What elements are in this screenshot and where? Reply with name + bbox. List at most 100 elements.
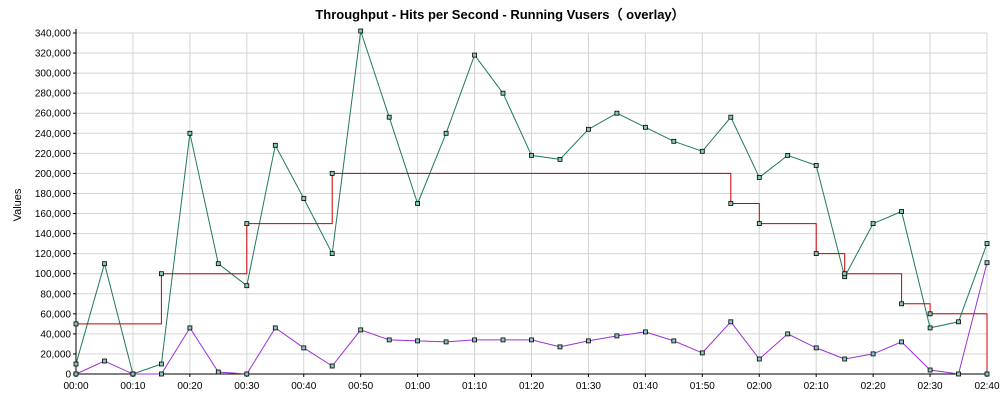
series-1-point-11	[386, 337, 392, 343]
series-0-point-4	[187, 130, 193, 136]
y-tick-label-8: 160,000	[35, 209, 72, 220]
series-1-point-6	[244, 371, 250, 377]
series-0-point-14	[472, 52, 478, 58]
series-0-point-21	[671, 138, 677, 144]
series-1-point-9	[329, 363, 335, 369]
series-0-point-7	[272, 142, 278, 148]
series-0-point-23	[728, 114, 734, 120]
series-1-point-16	[529, 337, 534, 343]
series-1-point-2	[130, 371, 136, 377]
y-tick-label-3: 60,000	[40, 309, 71, 320]
x-tick-label-15: 02:30	[918, 381, 943, 392]
x-tick-label-4: 00:40	[291, 381, 316, 392]
series-0-point-19	[614, 110, 620, 116]
series-0-point-25	[785, 152, 791, 158]
series-2-point-10	[984, 371, 990, 377]
series-2-point-8	[899, 301, 904, 307]
y-tick-label-17: 340,000	[35, 29, 72, 40]
series-2-point-6	[813, 251, 819, 257]
series-1-point-29	[899, 339, 904, 345]
series-2-point-0	[73, 321, 79, 327]
series-1-point-0	[73, 371, 79, 377]
series-0-point-6	[244, 283, 250, 289]
y-tick-label-9: 180,000	[35, 189, 72, 200]
series-0-point-29	[899, 209, 904, 214]
series-0-point-22	[699, 148, 705, 154]
series-0-point-20	[643, 124, 648, 130]
series-0-point-28	[870, 221, 876, 227]
series-1-point-23	[728, 319, 734, 325]
series-2-point-2	[244, 221, 250, 227]
x-tick-label-0: 00:00	[63, 381, 88, 392]
y-tick-label-15: 300,000	[35, 69, 72, 80]
series-1-point-14	[472, 337, 478, 343]
y-tick-label-10: 200,000	[35, 169, 72, 180]
x-tick-label-11: 01:50	[690, 381, 715, 392]
series-0-point-31	[956, 319, 961, 325]
series-0-point-26	[813, 162, 819, 168]
series-1-point-10	[358, 327, 364, 333]
series-1-point-4	[187, 325, 193, 331]
x-tick-label-6: 01:00	[405, 381, 430, 392]
series-0-point-17	[557, 156, 563, 162]
x-tick-label-10: 01:40	[633, 381, 658, 392]
x-tick-label-12: 02:00	[747, 381, 772, 392]
x-tick-label-16: 02:40	[974, 381, 999, 392]
series-0-point-24	[756, 174, 762, 180]
series-1-point-20	[643, 329, 648, 335]
series-0-point-12	[415, 201, 421, 206]
y-tick-label-16: 320,000	[35, 49, 72, 60]
series-1-point-1	[102, 358, 107, 364]
series-2-point-4	[728, 201, 734, 206]
series-0-point-8	[301, 196, 307, 201]
series-0-point-3	[158, 361, 164, 367]
series-1-point-3	[158, 371, 164, 377]
series-1-point-21	[671, 338, 677, 344]
y-tick-label-1: 20,000	[40, 349, 71, 360]
series-0-point-16	[529, 152, 534, 158]
series-1-point-26	[813, 345, 819, 351]
y-tick-label-12: 240,000	[35, 129, 72, 140]
series-1-point-25	[785, 331, 791, 337]
series-0-point-9	[329, 251, 335, 257]
series-2-point-9	[927, 311, 933, 317]
y-tick-label-13: 260,000	[35, 109, 72, 120]
series-1-point-19	[614, 333, 620, 339]
series-1-point-15	[500, 337, 506, 343]
y-tick-label-6: 120,000	[35, 249, 72, 260]
y-tick-label-5: 100,000	[35, 269, 72, 280]
y-tick-label-7: 140,000	[35, 229, 72, 240]
series-1-point-30	[927, 367, 933, 373]
series-1-point-13	[443, 339, 449, 345]
series-2-point-1	[158, 271, 164, 277]
series-1-point-32	[984, 260, 990, 266]
series-1-point-28	[870, 351, 876, 357]
x-tick-label-3: 00:30	[234, 381, 259, 392]
series-0-point-5	[215, 261, 221, 267]
x-tick-label-14: 02:20	[861, 381, 886, 392]
series-1-point-24	[756, 356, 762, 362]
series-2-point-7	[842, 271, 848, 277]
series-0-point-30	[927, 325, 933, 331]
x-tick-label-8: 01:20	[519, 381, 544, 392]
series-0-point-15	[500, 90, 506, 96]
x-tick-label-5: 00:50	[348, 381, 373, 392]
y-tick-label-0: 0	[65, 370, 71, 381]
x-tick-label-2: 00:20	[177, 381, 202, 392]
x-tick-label-9: 01:30	[576, 381, 601, 392]
series-0-point-13	[443, 130, 449, 136]
series-0-point-0	[73, 361, 79, 367]
x-tick-label-13: 02:10	[804, 381, 829, 392]
series-1-point-22	[699, 350, 705, 356]
chart-title: Throughput - Hits per Second - Running V…	[315, 7, 684, 22]
y-tick-label-4: 80,000	[40, 289, 71, 300]
series-0-point-32	[984, 241, 990, 247]
y-axis-ticks: 0 20,000 40,000 60,000 80,000 100,000 120,000 1…	[35, 29, 76, 381]
x-tick-label-7: 01:10	[462, 381, 487, 392]
series-1-point-5	[215, 369, 221, 375]
series-2-point-3	[329, 170, 335, 176]
series-1-point-17	[557, 344, 563, 350]
